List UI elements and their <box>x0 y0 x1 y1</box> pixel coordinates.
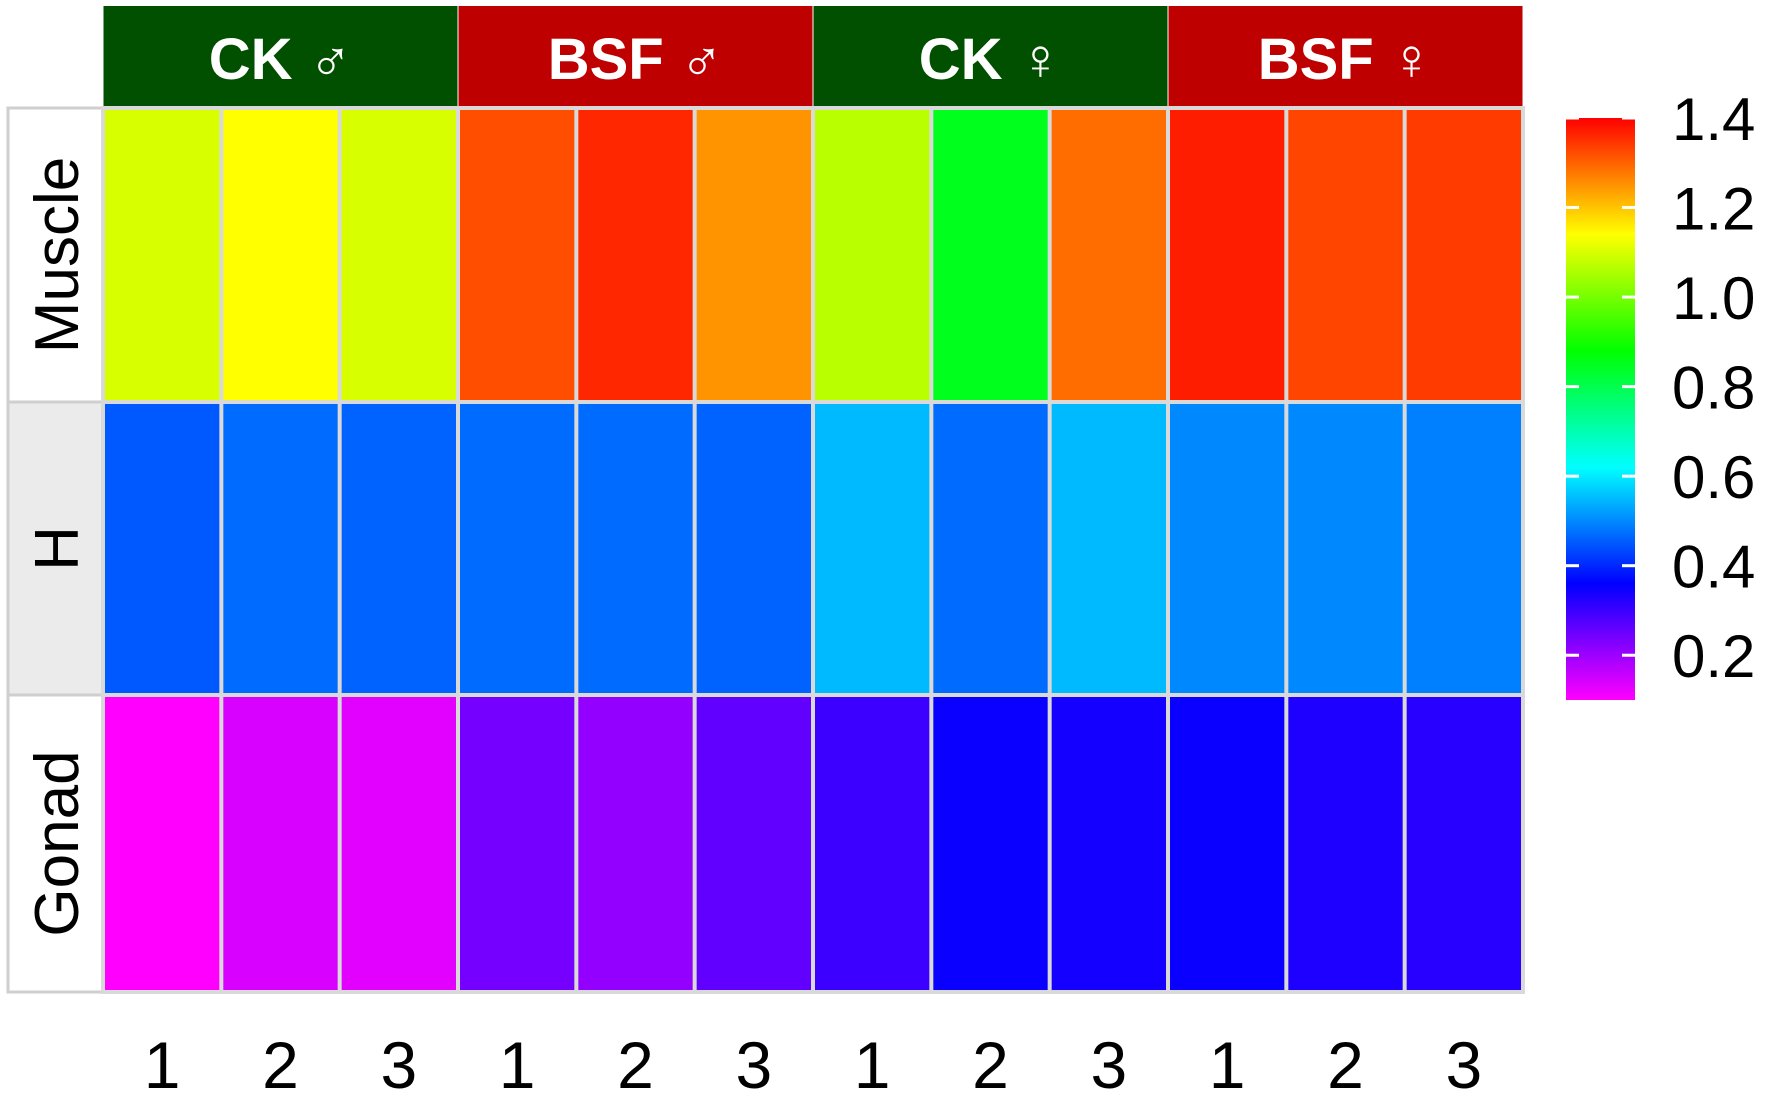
colorbar-tick-label: 1.2 <box>1672 176 1755 243</box>
heatmap-cell <box>341 697 456 990</box>
colorbar-tick-label: 0.2 <box>1672 623 1755 690</box>
heatmap-cell <box>341 110 456 400</box>
heatmap-cell <box>105 110 220 400</box>
column-group-label: CK ♀ <box>919 27 1062 92</box>
heatmap-cell <box>1051 404 1166 693</box>
heatmap-cell <box>341 404 456 693</box>
heatmap-cell <box>933 110 1048 400</box>
row-label: Muscle <box>23 157 92 353</box>
column-labels: 1 2 3 1 2 3 1 2 3 1 2 3 <box>144 1028 1482 1102</box>
colorbar-tick-label: 1.0 <box>1672 265 1755 332</box>
column-group-headers: CK ♂ BSF ♂ CK ♀ BSF ♀ <box>103 6 1523 106</box>
column-group-header <box>458 6 813 106</box>
heatmap-cell <box>815 110 930 400</box>
heatmap-cell <box>223 404 338 693</box>
heatmap-cell <box>815 404 930 693</box>
heatmap-cell <box>1051 110 1166 400</box>
column-label: 1 <box>1209 1028 1246 1102</box>
heatmap-cell <box>1406 404 1521 693</box>
column-label: 1 <box>854 1028 891 1102</box>
heatmap-cell <box>105 697 220 990</box>
heatmap-cell <box>460 404 575 693</box>
heatmap-cell <box>578 110 693 400</box>
column-group-header <box>1168 6 1523 106</box>
column-group-label: BSF ♂ <box>548 27 724 92</box>
column-label: 3 <box>735 1028 772 1102</box>
row-labels: Muscle H Gonad <box>6 106 105 994</box>
heatmap-cell <box>223 697 338 990</box>
column-label: 1 <box>499 1028 536 1102</box>
column-label: 3 <box>1445 1028 1482 1102</box>
heatmap-cell <box>1406 697 1521 990</box>
heatmap-cell <box>1170 404 1285 693</box>
colorbar-tick-label: 0.4 <box>1672 534 1755 601</box>
colorbar-tick-label: 1.4 <box>1672 86 1755 153</box>
row-label: Gonad <box>23 750 92 936</box>
row-label-box <box>6 400 105 697</box>
heatmap-cell <box>696 697 811 990</box>
column-group-header <box>103 6 458 106</box>
colorbar-tick-label: 0.8 <box>1672 355 1755 422</box>
colorbar-tick-label: 0.6 <box>1672 444 1755 511</box>
row-label-box <box>6 106 105 404</box>
column-label: 2 <box>1327 1028 1364 1102</box>
heatmap-cell <box>105 404 220 693</box>
heatmap-cell <box>578 404 693 693</box>
heatmap-cell <box>933 697 1048 990</box>
heatmap-cell <box>460 110 575 400</box>
column-label: 2 <box>262 1028 299 1102</box>
column-group-header <box>813 6 1168 106</box>
column-label: 1 <box>144 1028 181 1102</box>
heatmap-cell <box>460 697 575 990</box>
heatmap-cell <box>1051 697 1166 990</box>
heatmap-cell <box>578 697 693 990</box>
heatmap-cell <box>1288 110 1403 400</box>
grid-background <box>101 106 1525 994</box>
heatmap-cell <box>696 404 811 693</box>
heatmap-cell <box>815 697 930 990</box>
heatmap-cell <box>1288 404 1403 693</box>
column-label: 3 <box>380 1028 417 1102</box>
column-label: 2 <box>617 1028 654 1102</box>
heatmap-cell <box>1170 697 1285 990</box>
column-label: 2 <box>972 1028 1009 1102</box>
colorbar-legend: 0.2 0.4 0.6 0.8 1.0 1.2 1.4 <box>1566 86 1755 700</box>
heatmap-cell <box>933 404 1048 693</box>
column-group-label: CK ♂ <box>209 27 352 92</box>
colorbar-gradient <box>1566 118 1635 700</box>
heatmap-cell <box>1170 110 1285 400</box>
heatmap-cell <box>1406 110 1521 400</box>
heatmap-cells <box>101 106 1525 994</box>
column-label: 3 <box>1090 1028 1127 1102</box>
heatmap-cell <box>696 110 811 400</box>
heatmap-cell <box>1288 697 1403 990</box>
heatmap-cell <box>223 110 338 400</box>
row-label-box <box>6 693 105 994</box>
column-group-label: BSF ♀ <box>1258 27 1434 92</box>
row-label: H <box>23 526 92 571</box>
